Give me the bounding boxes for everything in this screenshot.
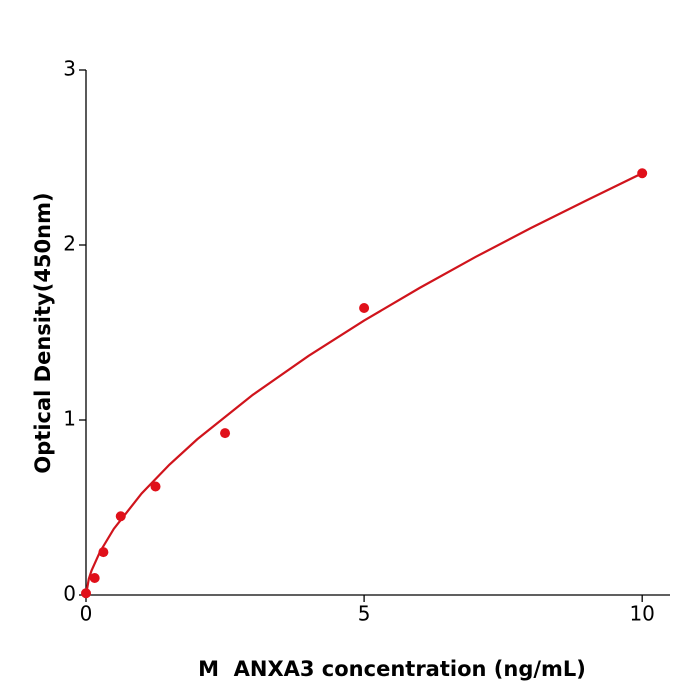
y-tick-label: 3 xyxy=(63,57,76,81)
y-axis-label: Optical Density(450nm) xyxy=(31,192,55,473)
data-point xyxy=(359,303,370,313)
x-tick-label: 5 xyxy=(358,602,371,626)
x-tick-label: 10 xyxy=(629,602,654,626)
data-point xyxy=(115,511,126,522)
data-point xyxy=(220,428,231,439)
y-tick-label: 0 xyxy=(63,582,76,606)
data-point xyxy=(150,481,161,492)
fit-curve xyxy=(84,172,643,596)
y-tick-label: 1 xyxy=(63,407,76,431)
data-point xyxy=(637,168,648,179)
data-point xyxy=(98,547,109,558)
data-point xyxy=(89,573,100,584)
x-tick-label: 0 xyxy=(80,602,93,626)
y-tick-label: 2 xyxy=(63,232,76,256)
data-point xyxy=(81,588,91,599)
x-axis-label: M ANXA3 concentration (ng/mL) xyxy=(198,657,586,681)
